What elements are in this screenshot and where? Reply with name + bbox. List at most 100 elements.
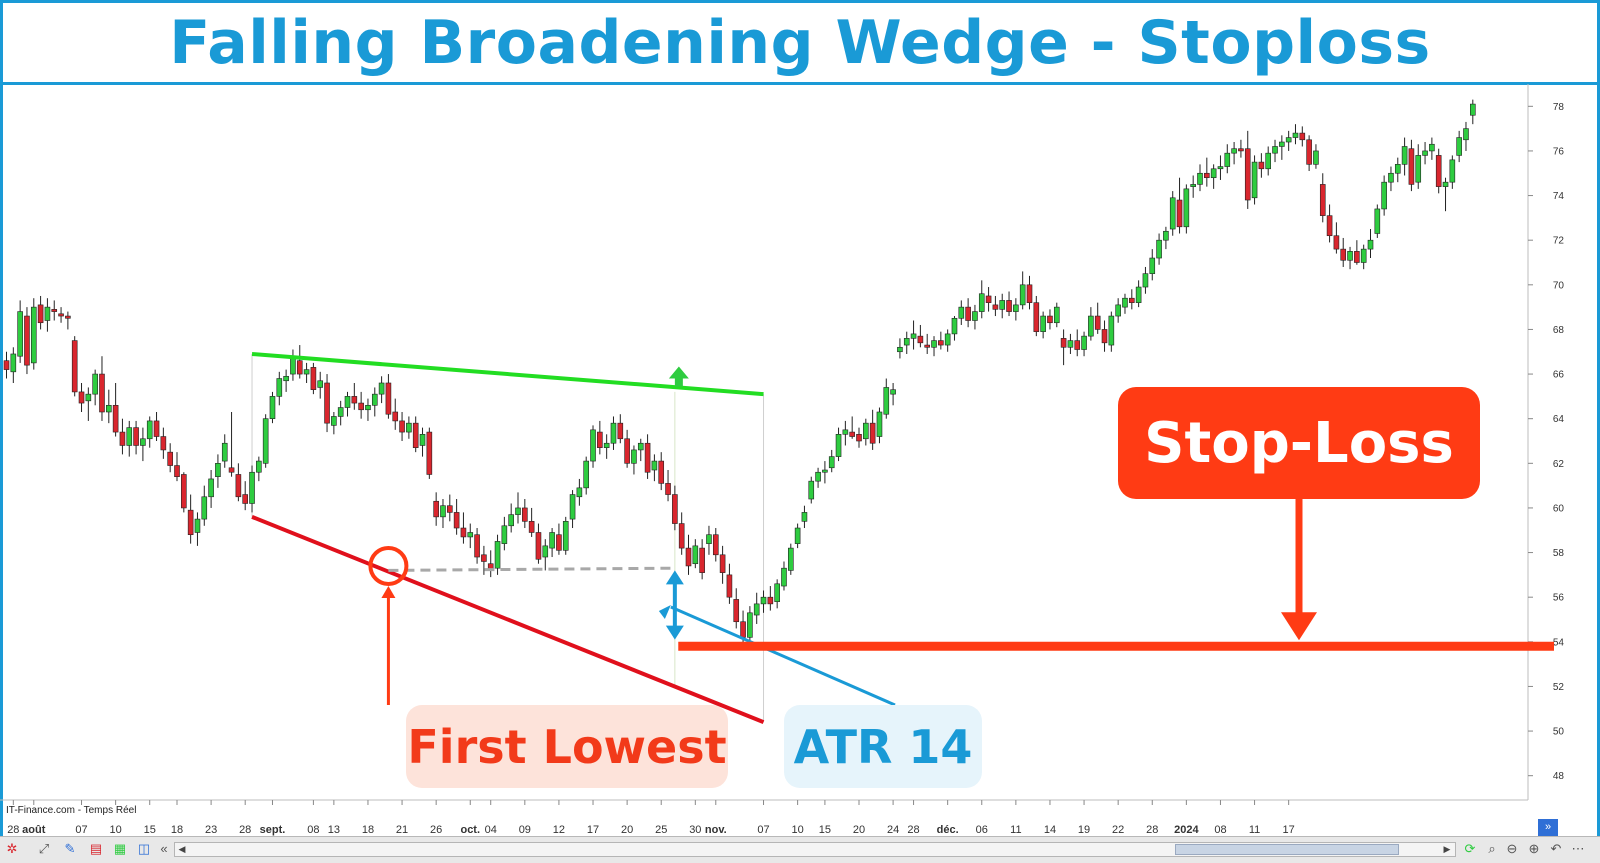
candle-body <box>119 431 126 446</box>
time-scrollbar[interactable]: ◀ ▶ <box>174 842 1456 857</box>
candle <box>235 463 242 502</box>
y-tick-label: 60 <box>1553 503 1565 514</box>
candle-body <box>1265 152 1271 170</box>
candle-body <box>371 393 378 406</box>
expand-axis-button[interactable]: » <box>1538 819 1558 836</box>
candle-body <box>221 442 228 462</box>
candle-body <box>1374 208 1381 234</box>
candle-body <box>1306 139 1312 165</box>
candle-body <box>399 420 405 433</box>
zoom-area-icon[interactable]: ⌕ <box>1488 841 1496 856</box>
candle-body <box>146 420 153 440</box>
zoom-reset-icon[interactable]: ↶ <box>1550 841 1562 856</box>
chart-type-icon[interactable]: ◫ <box>137 841 151 856</box>
candle-body <box>446 505 453 513</box>
candle <box>1415 144 1422 189</box>
candle <box>672 485 678 531</box>
candle <box>528 507 535 537</box>
zoom-in-icon[interactable]: ⊕ <box>1528 841 1540 856</box>
candle-body <box>262 418 269 464</box>
candle <box>958 300 965 325</box>
candle-body <box>781 567 787 587</box>
layout-icon[interactable]: ▦ <box>113 841 127 856</box>
candle <box>590 425 596 468</box>
candle <box>1067 333 1074 354</box>
candle-body <box>337 407 344 417</box>
candle <box>1040 311 1046 339</box>
candle-body <box>1292 132 1299 138</box>
candle-body <box>392 411 399 422</box>
candle-body <box>556 534 562 551</box>
x-tick-label: 17 <box>1283 824 1295 836</box>
candle <box>344 391 351 417</box>
candle-body <box>1333 235 1340 250</box>
candle-body <box>637 442 644 451</box>
x-tick-label: 11 <box>1010 824 1021 836</box>
indicators-icon[interactable]: ▤ <box>89 841 103 856</box>
candle <box>1299 126 1306 147</box>
candle-body <box>228 467 235 473</box>
scroll-thumb[interactable] <box>1175 844 1399 855</box>
candle <box>1422 142 1428 165</box>
zoom-fit-icon[interactable]: ⟳ <box>1464 841 1476 856</box>
candle-body <box>481 554 487 562</box>
candle <box>317 371 324 399</box>
candle <box>1265 146 1271 176</box>
x-tick-label: 08 <box>1214 824 1226 836</box>
candle-body <box>1463 128 1469 141</box>
scroll-right-icon[interactable]: ▶ <box>1443 844 1451 854</box>
candle <box>1381 175 1387 216</box>
x-tick-label: déc. <box>937 824 959 836</box>
candle-body <box>1094 315 1101 330</box>
first-lowest-callout: First Lowest <box>406 705 728 788</box>
candle-body <box>1088 315 1094 337</box>
candle <box>474 528 480 564</box>
settings-icon[interactable]: ✲ <box>6 841 18 856</box>
candle <box>10 347 17 383</box>
candle <box>1026 275 1033 310</box>
x-tick-label: 06 <box>976 824 988 836</box>
candle-body <box>1340 248 1347 261</box>
candle-body <box>51 309 58 312</box>
candle <box>706 525 712 555</box>
candle <box>221 434 228 468</box>
x-tick-label: 28 <box>7 824 19 836</box>
share-icon[interactable]: ⤢ <box>38 841 50 856</box>
candle <box>1047 309 1053 330</box>
candle-body <box>1422 150 1428 156</box>
candle <box>399 411 405 441</box>
candle <box>290 349 296 381</box>
candle <box>337 400 344 426</box>
candle-body <box>460 527 467 538</box>
candle <box>1319 173 1326 223</box>
candle-body <box>938 340 944 346</box>
scroll-left-icon[interactable]: ◀ <box>178 844 186 854</box>
candle-body <box>1142 273 1149 288</box>
candle <box>1374 204 1381 238</box>
first-low-circle <box>368 545 409 586</box>
candle <box>92 369 98 406</box>
candle <box>1013 298 1019 321</box>
zoom-out-icon[interactable]: ⊖ <box>1506 841 1518 856</box>
candle <box>576 478 583 506</box>
candle-body <box>903 338 910 346</box>
y-tick-label: 66 <box>1553 370 1565 381</box>
candle-body <box>99 373 105 413</box>
candle <box>249 465 255 513</box>
candle <box>651 454 658 482</box>
candle <box>1115 298 1121 323</box>
candle <box>1169 191 1176 236</box>
candle <box>712 528 719 562</box>
candle-body <box>1388 172 1394 183</box>
more-icon[interactable]: ⋯ <box>1571 841 1585 856</box>
candle <box>985 287 992 312</box>
candle <box>815 467 821 488</box>
first-lowest-label: First Lowest <box>407 719 727 774</box>
candle-body <box>283 375 289 382</box>
drawing-icon[interactable]: ✎ <box>64 841 76 856</box>
scroll-left-fast-icon[interactable]: « <box>160 841 168 856</box>
x-tick-label: 24 <box>887 824 899 836</box>
candle <box>522 499 528 529</box>
candle-body <box>1190 184 1196 187</box>
